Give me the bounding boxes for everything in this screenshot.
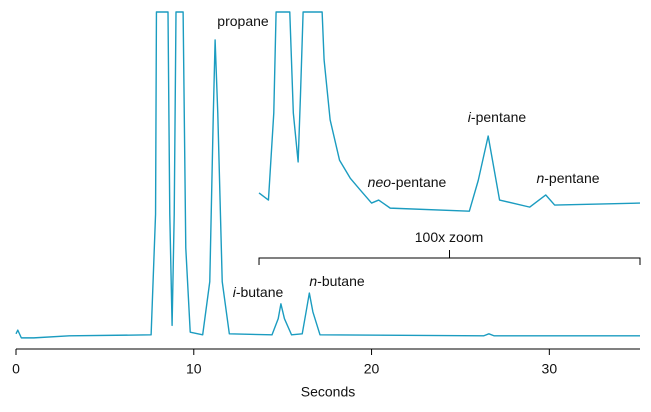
peak-label: i-butane <box>233 284 284 300</box>
label-text: 100x zoom <box>415 229 483 245</box>
x-tick-label: 30 <box>542 361 558 377</box>
label-text: -butane <box>236 284 284 300</box>
label-text: -pentane <box>471 109 526 125</box>
x-tick-label: 0 <box>12 361 20 377</box>
peak-label: n-pentane <box>536 170 599 186</box>
label-text: -butane <box>317 273 365 289</box>
peak-label: i-pentane <box>468 109 527 125</box>
peak-label: propane <box>217 13 269 29</box>
x-tick-label: 20 <box>364 361 380 377</box>
label-italic: neo <box>368 174 392 190</box>
x-tick-label: 10 <box>186 361 202 377</box>
label-text: propane <box>217 13 269 29</box>
zoom-label: 100x zoom <box>415 229 483 245</box>
peak-label: n-butane <box>309 273 364 289</box>
label-italic: n <box>536 170 544 186</box>
peak-label: neo-pentane <box>368 174 447 190</box>
label-italic: n <box>309 273 317 289</box>
label-italic: i <box>468 109 472 125</box>
label-text: -pentane <box>391 174 446 190</box>
trace-line <box>258 11 641 212</box>
x-axis-label: Seconds <box>301 384 355 400</box>
label-italic: i <box>233 284 237 300</box>
trace-line <box>15 11 640 339</box>
zoom-bracket <box>258 250 641 265</box>
label-text: -pentane <box>544 170 599 186</box>
